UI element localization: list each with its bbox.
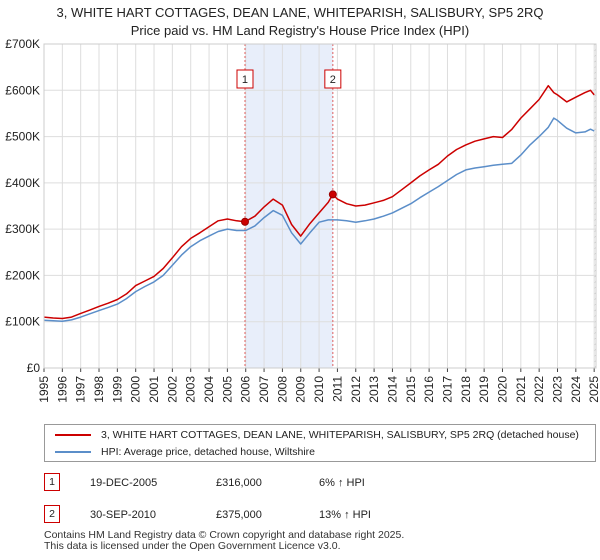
x-tick-label: 2006 <box>239 376 253 403</box>
footer-line-1: Contains HM Land Registry data © Crown c… <box>44 529 405 541</box>
y-tick-label: £500K <box>5 130 40 144</box>
price-chart: 1 2 £0 £100K £200K £300K £400K £500K £600K £700K… <box>5 37 600 403</box>
x-tick-label: 2018 <box>459 376 473 403</box>
x-tick-label: 2004 <box>202 376 216 403</box>
sale-badge-1: 1 <box>44 473 60 491</box>
x-tick-label: 2000 <box>129 376 143 403</box>
legend-label-hpi: HPI: Average price, detached house, Wilt… <box>101 446 316 458</box>
sale-point-1 <box>240 217 249 226</box>
chart-legend: 3, WHITE HART COTTAGES, DEAN LANE, WHITE… <box>44 424 596 462</box>
sale-date-2: 30-SEP-2010 <box>90 509 157 521</box>
plot-frame <box>43 43 597 369</box>
x-tick-label: 1995 <box>37 376 51 403</box>
y-tick-label: £700K <box>5 37 40 51</box>
sale-label-box-2 <box>324 69 342 89</box>
future-hatch <box>594 44 596 368</box>
x-tick-label: 2017 <box>440 376 454 403</box>
x-tick-label: 1997 <box>74 376 88 403</box>
y-tick-label: £0 <box>27 361 41 375</box>
legend-swatch-property <box>55 434 91 436</box>
sale-point-2 <box>328 190 337 199</box>
x-tick-label: 2015 <box>404 376 418 403</box>
sale-price-1: £316,000 <box>216 477 262 489</box>
footer-line-2: This data is licensed under the Open Gov… <box>44 540 341 552</box>
chart-subtitle: Price paid vs. HM Land Registry's House … <box>130 23 470 38</box>
chart-title: 3, WHITE HART COTTAGES, DEAN LANE, WHITE… <box>56 5 544 20</box>
x-tick-label: 1996 <box>55 376 69 403</box>
y-tick-label: £200K <box>5 268 40 282</box>
legend-swatch-hpi <box>55 451 91 453</box>
x-tick-label: 2009 <box>294 376 308 403</box>
sale-badge-2: 2 <box>44 505 60 523</box>
x-tick-label: 2011 <box>330 376 344 402</box>
x-tick-label: 2003 <box>184 376 198 403</box>
x-tick-label: 2022 <box>532 376 546 403</box>
y-tick-label: £400K <box>5 176 40 190</box>
x-tick-label: 2013 <box>367 376 381 403</box>
sale-label-1: 1 <box>242 74 248 86</box>
y-tick-label: £600K <box>5 83 40 97</box>
chart-title-block: 3, WHITE HART COTTAGES, DEAN LANE, WHITE… <box>0 4 600 40</box>
x-tick-label: 2001 <box>147 376 161 403</box>
x-tick-label: 2002 <box>165 376 179 403</box>
x-tick-label: 2016 <box>422 376 436 403</box>
sale-hpi-1: 6% ↑ HPI <box>319 477 365 489</box>
series-line-hpi <box>43 117 595 323</box>
sale-label-2: 2 <box>330 74 336 86</box>
legend-label-property: 3, WHITE HART COTTAGES, DEAN LANE, WHITE… <box>101 429 579 441</box>
x-tick-label: 2005 <box>220 376 234 403</box>
x-tick-label: 2014 <box>385 376 399 403</box>
series-line-property <box>43 84 595 320</box>
x-tick-label: 2012 <box>349 376 363 403</box>
x-tick-label: 2019 <box>477 376 491 403</box>
x-tick-label: 2024 <box>569 376 583 403</box>
footer: Contains HM Land Registry data © Crown c… <box>44 530 404 552</box>
x-tick-label: 2023 <box>550 376 564 403</box>
x-tick-label: 2021 <box>514 376 528 403</box>
x-tick-label: 2010 <box>312 376 326 403</box>
y-tick-label: £100K <box>5 315 40 329</box>
x-tick-label: 1999 <box>110 376 124 403</box>
x-tick-label: 2025 <box>587 376 600 403</box>
x-tick-label: 1998 <box>92 376 106 403</box>
x-tick-label: 2008 <box>275 376 289 403</box>
x-tick-label: 2007 <box>257 376 271 403</box>
sale-period-shading <box>244 44 333 368</box>
sale-hpi-2: 13% ↑ HPI <box>319 509 371 521</box>
y-tick-label: £300K <box>5 222 40 236</box>
sale-price-2: £375,000 <box>216 509 262 521</box>
sale-label-box-1 <box>236 69 254 89</box>
sale-date-1: 19-DEC-2005 <box>90 477 158 489</box>
x-tick-label: 2020 <box>495 376 509 403</box>
